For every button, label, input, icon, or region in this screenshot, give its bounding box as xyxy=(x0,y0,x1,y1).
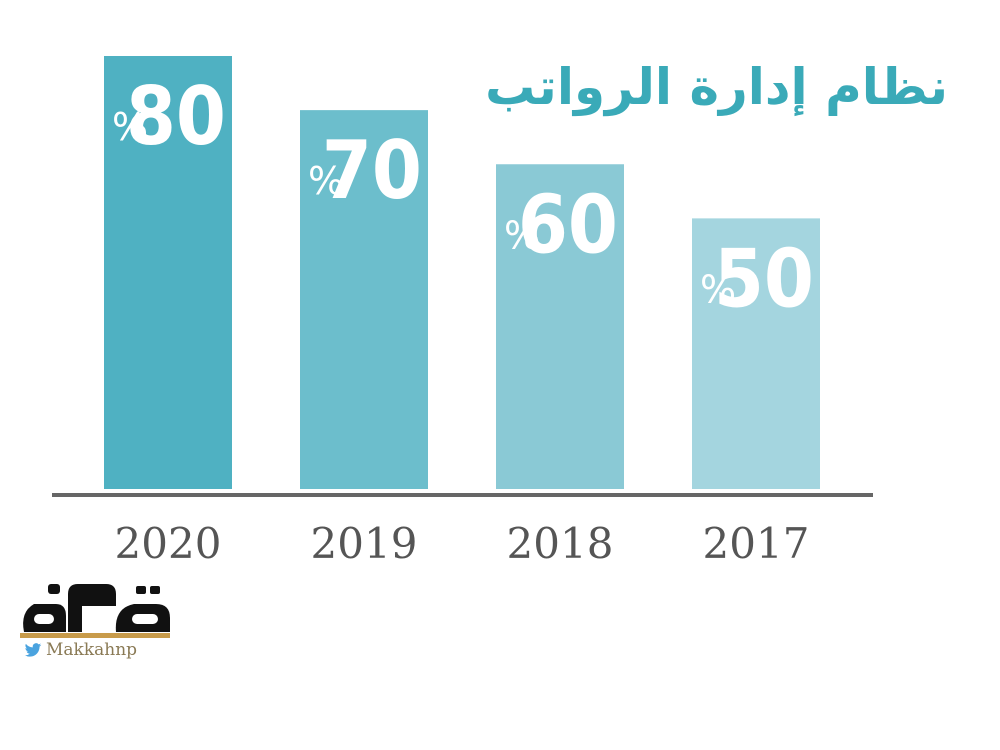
bar-percent-sign: % xyxy=(112,105,148,149)
x-tick-label: 2017 xyxy=(703,519,810,568)
bar-value-label: 60 xyxy=(518,178,618,271)
bar-percent-sign: % xyxy=(504,213,540,257)
twitter-bird-icon xyxy=(24,642,42,657)
bar-2018 xyxy=(496,164,624,489)
bar-chart: 80% 2020 70% 2019 60% 2018 50% 2017 xyxy=(52,56,873,568)
bar-2017 xyxy=(692,218,820,489)
bar-value-label: 50 xyxy=(714,232,814,325)
twitter-handle: Makkahnp xyxy=(24,640,137,660)
bar-value-label: 80 xyxy=(126,70,226,163)
handle-text: Makkahnp xyxy=(46,640,138,660)
logo-mark xyxy=(20,584,170,638)
x-tick-label: 2018 xyxy=(507,519,614,568)
bar-value-label: 70 xyxy=(322,124,422,217)
x-tick-label: 2019 xyxy=(311,519,418,568)
bar-2019 xyxy=(300,110,428,489)
x-tick-label: 2020 xyxy=(115,519,222,568)
bar-2020 xyxy=(104,56,232,489)
bar-percent-sign: % xyxy=(700,267,736,311)
chart-title: نظام إدارة الرواتب xyxy=(485,58,948,116)
bar-percent-sign: % xyxy=(308,159,344,203)
makkah-logo xyxy=(16,572,176,672)
